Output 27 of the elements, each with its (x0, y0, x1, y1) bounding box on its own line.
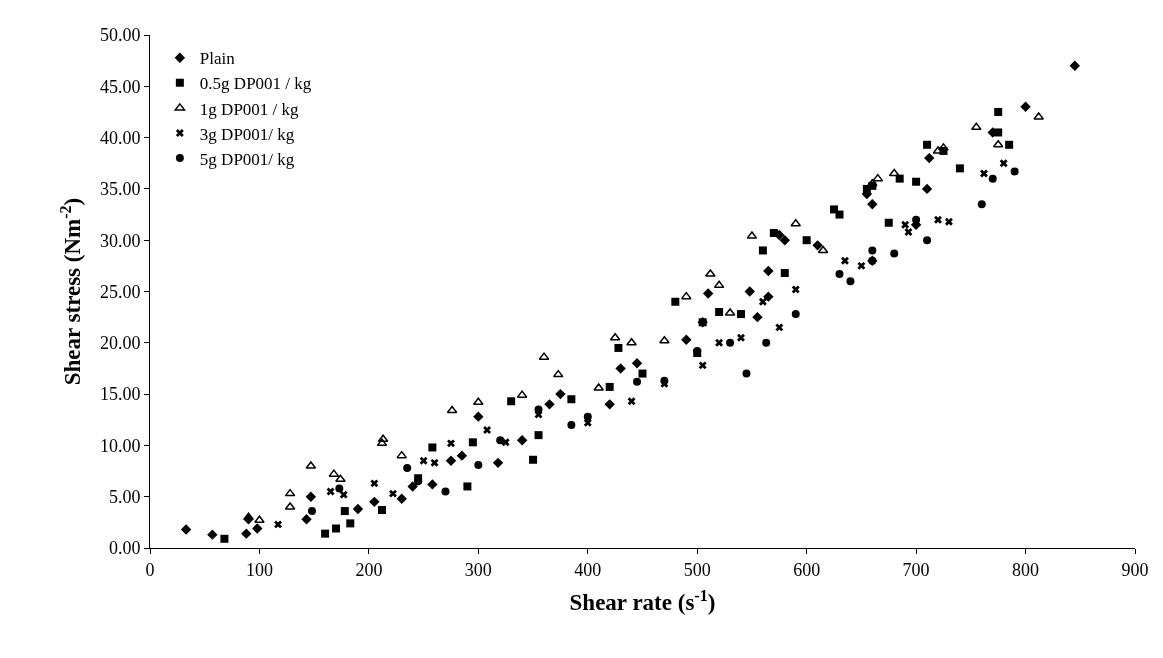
y-tick-label: 25.00 (99, 281, 141, 302)
y-tick-label: 30.00 (99, 230, 141, 251)
y-tick-label: 40.00 (99, 127, 141, 148)
x-tick-label: 700 (902, 559, 930, 580)
legend-label: Plain (199, 49, 236, 69)
legend-label: 0.5g DP001 / kg (199, 74, 312, 94)
y-tick-label: 15.00 (99, 384, 141, 405)
y-tick-label: 5.00 (108, 487, 141, 507)
legend-label: 3g DP001/ kg (199, 124, 295, 144)
x-tick-label: 300 (464, 559, 492, 580)
x-tick-label: 500 (683, 559, 711, 580)
y-tick-label: 10.00 (99, 435, 141, 456)
y-tick-label: 45.00 (99, 76, 141, 97)
y-tick-label: 35.00 (99, 179, 141, 200)
x-tick-label: 100 (245, 559, 273, 580)
x-tick-label: 200 (355, 559, 383, 580)
legend-label: 5g DP001/ kg (199, 149, 295, 169)
x-tick-label: 400 (574, 559, 602, 580)
y-tick-label: 0.00 (108, 538, 141, 559)
x-tick-label: 0 (145, 559, 155, 580)
y-tick-label: 20.00 (99, 333, 141, 354)
x-tick-label: 900 (1121, 559, 1149, 580)
y-tick-label: 50.00 (99, 25, 141, 46)
legend-label: 1g DP001 / kg (199, 99, 300, 119)
x-tick-label: 800 (1012, 559, 1040, 580)
x-tick-label: 600 (793, 559, 821, 580)
x-axis-title: Shear rate (s$^{-1}$) (569, 586, 716, 616)
